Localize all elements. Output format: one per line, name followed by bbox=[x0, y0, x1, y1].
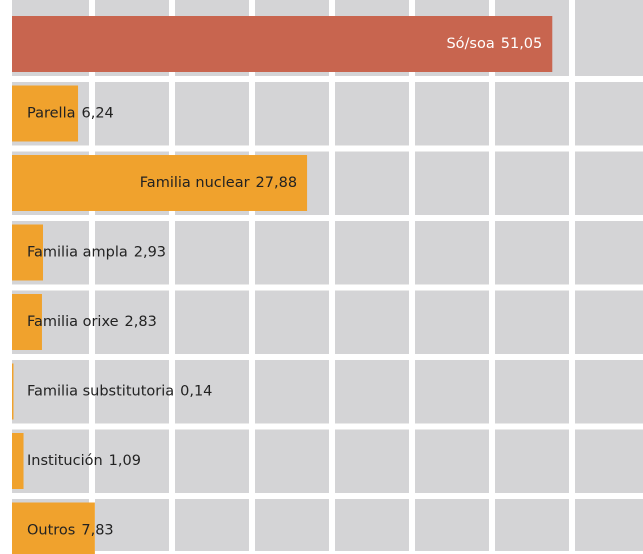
bar bbox=[12, 85, 79, 142]
category-label: Só/soa bbox=[446, 36, 494, 52]
bar bbox=[12, 294, 42, 350]
cell-gap bbox=[89, 0, 95, 554]
value-label: 6,24 bbox=[81, 106, 113, 122]
cell-gap bbox=[249, 0, 255, 554]
category-label: Parella bbox=[27, 106, 75, 122]
value-label: 2,93 bbox=[134, 245, 166, 261]
value-label: 7,83 bbox=[81, 523, 113, 539]
category-label: Institución bbox=[27, 453, 103, 469]
value-label: 27,88 bbox=[256, 175, 298, 191]
value-label: 0,14 bbox=[180, 384, 212, 400]
value-label: 2,83 bbox=[125, 314, 157, 330]
category-label: Familia orixe bbox=[27, 314, 119, 330]
bar-label: Familia orixe 2,83 bbox=[27, 314, 157, 330]
cell-gap bbox=[0, 423, 643, 430]
cell-gap bbox=[0, 145, 643, 152]
bar-label: Só/soa 51,05 bbox=[446, 36, 542, 52]
bar-label: Outros 7,83 bbox=[27, 523, 114, 539]
cell-gap bbox=[489, 0, 495, 554]
plot-background bbox=[12, 0, 643, 551]
category-label: Familia nuclear bbox=[140, 175, 250, 191]
value-label: 1,09 bbox=[109, 453, 141, 469]
category-label: Outros bbox=[27, 523, 75, 539]
value-label: 51,05 bbox=[501, 36, 543, 52]
category-label: Familia substitutoria bbox=[27, 384, 174, 400]
cell-gap bbox=[0, 215, 643, 221]
cell-gap bbox=[329, 0, 335, 554]
bar-label: Parella 6,24 bbox=[27, 106, 114, 122]
bar bbox=[12, 224, 44, 281]
cell-gap bbox=[169, 0, 175, 554]
category-label: Familia ampla bbox=[27, 245, 128, 261]
cell-gap bbox=[0, 354, 643, 360]
bar bbox=[12, 16, 553, 72]
bar-label: Familia ampla 2,93 bbox=[27, 245, 166, 261]
bar bbox=[12, 363, 14, 420]
bar-label: Familia nuclear 27,88 bbox=[140, 175, 297, 191]
cell-gap bbox=[409, 0, 415, 554]
bar bbox=[12, 502, 95, 554]
cell-gap bbox=[569, 0, 575, 554]
cell-gap bbox=[0, 284, 643, 291]
bar-label: Familia substitutoria 0,14 bbox=[27, 384, 212, 400]
cell-gap bbox=[0, 76, 643, 82]
bar bbox=[12, 433, 24, 489]
bar bbox=[12, 155, 308, 211]
cell-gap bbox=[0, 493, 643, 499]
bar-label: Institución 1,09 bbox=[27, 453, 141, 469]
